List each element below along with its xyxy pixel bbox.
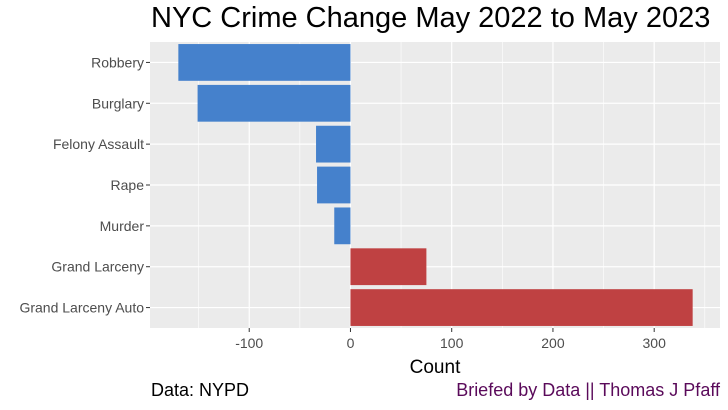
y-axis-ticks: Robbery Burglary Felony Assault Rape Murder G…	[19, 54, 150, 316]
y-tick-label: Burglary	[92, 95, 144, 111]
x-axis-title: Count	[410, 357, 461, 378]
x-tick-label: -100	[235, 335, 263, 351]
bar-grand-larceny-auto	[350, 289, 693, 326]
bar-murder	[334, 207, 351, 245]
y-tick-label: Grand Larceny Auto	[19, 300, 144, 316]
bar-burglary	[197, 84, 351, 122]
x-tick-label: 300	[643, 335, 667, 351]
bar-robbery	[178, 44, 351, 81]
bar-felony-assault	[316, 125, 351, 163]
bar-rape	[317, 166, 351, 204]
y-tick-label: Murder	[100, 218, 145, 234]
x-tick-label: 100	[440, 335, 464, 351]
y-tick-label: Rape	[111, 177, 145, 193]
bar-grand-larceny	[350, 248, 427, 286]
x-tick-label: 200	[541, 335, 565, 351]
bars	[178, 44, 693, 326]
bar-chart: Robbery Burglary Felony Assault Rape Murder G…	[19, 42, 720, 378]
author-caption: Briefed by Data || Thomas J Pfaff	[456, 380, 720, 400]
source-caption: Data: NYPD	[151, 380, 250, 400]
y-tick-label: Felony Assault	[53, 136, 144, 152]
y-tick-label: Grand Larceny	[51, 259, 144, 275]
y-tick-label: Robbery	[91, 54, 144, 70]
x-tick-label: 0	[347, 335, 355, 351]
x-axis-ticks: -100 0 100 200 300	[235, 328, 666, 351]
chart-title: NYC Crime Change May 2022 to May 2023	[151, 2, 711, 34]
